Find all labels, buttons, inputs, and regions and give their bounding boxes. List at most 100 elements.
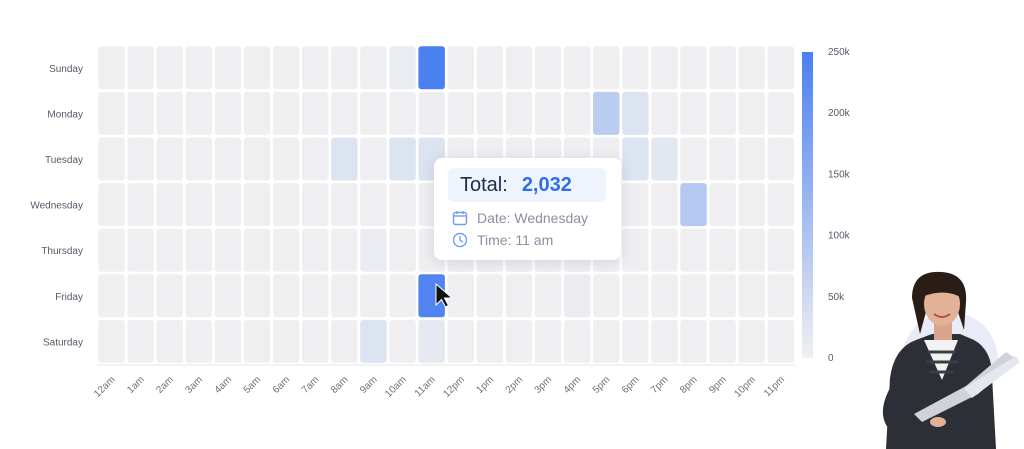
heatmap-cell[interactable] bbox=[302, 319, 329, 363]
heatmap-cell[interactable] bbox=[98, 274, 125, 318]
heatmap-cell[interactable] bbox=[331, 137, 358, 181]
heatmap-cell[interactable] bbox=[156, 228, 184, 272]
heatmap-cell[interactable] bbox=[98, 183, 125, 227]
heatmap-cell[interactable] bbox=[185, 274, 213, 318]
heatmap-cell[interactable] bbox=[389, 46, 416, 90]
heatmap-cell[interactable] bbox=[622, 91, 649, 135]
heatmap-cell[interactable] bbox=[563, 319, 591, 363]
heatmap-cell[interactable] bbox=[331, 319, 358, 363]
heatmap-cell[interactable] bbox=[709, 137, 736, 181]
heatmap-cell[interactable] bbox=[563, 274, 591, 318]
heatmap-cell[interactable] bbox=[709, 91, 736, 135]
heatmap-cell[interactable] bbox=[214, 228, 242, 272]
heatmap-cell[interactable] bbox=[272, 91, 300, 135]
heatmap-cell[interactable] bbox=[243, 46, 271, 90]
heatmap-cell[interactable] bbox=[680, 46, 707, 90]
heatmap-cell[interactable] bbox=[360, 319, 387, 363]
heatmap-cell[interactable] bbox=[738, 46, 766, 90]
heatmap-cell[interactable] bbox=[127, 46, 154, 90]
heatmap-cell[interactable] bbox=[389, 319, 416, 363]
heatmap-cell[interactable] bbox=[243, 183, 271, 227]
heatmap-cell[interactable] bbox=[185, 137, 213, 181]
heatmap-cell[interactable] bbox=[214, 91, 242, 135]
heatmap-cell[interactable] bbox=[272, 274, 300, 318]
heatmap-cell[interactable] bbox=[360, 91, 387, 135]
heatmap-cell[interactable] bbox=[272, 183, 300, 227]
heatmap-cell[interactable] bbox=[214, 183, 242, 227]
heatmap-cell[interactable] bbox=[243, 91, 271, 135]
heatmap-cell[interactable] bbox=[709, 228, 736, 272]
heatmap-cell[interactable] bbox=[360, 183, 387, 227]
heatmap-cell[interactable] bbox=[302, 137, 329, 181]
heatmap-cell[interactable] bbox=[302, 46, 329, 90]
heatmap-cell[interactable] bbox=[680, 274, 707, 318]
heatmap-cell[interactable] bbox=[185, 228, 213, 272]
heatmap-cell[interactable] bbox=[360, 137, 387, 181]
heatmap-cell[interactable] bbox=[622, 319, 649, 363]
heatmap-cell[interactable] bbox=[156, 319, 184, 363]
heatmap-cell[interactable] bbox=[709, 46, 736, 90]
heatmap-cell[interactable] bbox=[214, 137, 242, 181]
heatmap-cell[interactable] bbox=[505, 91, 533, 135]
heatmap-cell[interactable] bbox=[651, 46, 678, 90]
heatmap-cell[interactable] bbox=[214, 319, 242, 363]
heatmap-cell[interactable] bbox=[767, 91, 795, 135]
heatmap-cell[interactable] bbox=[272, 137, 300, 181]
heatmap-cell[interactable] bbox=[418, 319, 445, 363]
heatmap-cell[interactable] bbox=[447, 274, 475, 318]
heatmap-cell[interactable] bbox=[243, 319, 271, 363]
heatmap-cell[interactable] bbox=[505, 274, 533, 318]
heatmap-cell[interactable] bbox=[389, 183, 416, 227]
heatmap-cell[interactable] bbox=[447, 319, 475, 363]
heatmap-cell[interactable] bbox=[680, 228, 707, 272]
heatmap-cell[interactable] bbox=[680, 183, 707, 227]
heatmap-cell[interactable] bbox=[272, 228, 300, 272]
heatmap-cell[interactable] bbox=[156, 46, 184, 90]
heatmap-cell[interactable] bbox=[767, 46, 795, 90]
heatmap-cell[interactable] bbox=[389, 91, 416, 135]
heatmap-cell[interactable] bbox=[243, 228, 271, 272]
heatmap-cell[interactable] bbox=[360, 46, 387, 90]
heatmap-cell[interactable] bbox=[476, 46, 504, 90]
heatmap-cell[interactable] bbox=[476, 274, 504, 318]
heatmap-cell[interactable] bbox=[709, 183, 736, 227]
heatmap-cell[interactable] bbox=[534, 91, 562, 135]
heatmap-cell[interactable] bbox=[738, 274, 766, 318]
heatmap-cell[interactable] bbox=[127, 228, 154, 272]
heatmap-cell[interactable] bbox=[243, 274, 271, 318]
heatmap-cell[interactable] bbox=[418, 274, 445, 318]
heatmap-cell[interactable] bbox=[214, 46, 242, 90]
heatmap-cell[interactable] bbox=[738, 137, 766, 181]
heatmap-cell[interactable] bbox=[622, 228, 649, 272]
heatmap-cell[interactable] bbox=[563, 91, 591, 135]
heatmap-cell[interactable] bbox=[680, 91, 707, 135]
heatmap-cell[interactable] bbox=[389, 137, 416, 181]
heatmap-cell[interactable] bbox=[447, 91, 475, 135]
heatmap-cell[interactable] bbox=[534, 46, 562, 90]
heatmap-cell[interactable] bbox=[331, 183, 358, 227]
heatmap-cell[interactable] bbox=[651, 319, 678, 363]
heatmap-cell[interactable] bbox=[593, 46, 620, 90]
heatmap-cell[interactable] bbox=[331, 274, 358, 318]
heatmap-cell[interactable] bbox=[476, 319, 504, 363]
heatmap-cell[interactable] bbox=[680, 137, 707, 181]
heatmap-cell[interactable] bbox=[156, 137, 184, 181]
heatmap-cell[interactable] bbox=[302, 274, 329, 318]
heatmap-cell[interactable] bbox=[651, 274, 678, 318]
heatmap-cell[interactable] bbox=[738, 91, 766, 135]
heatmap-cell[interactable] bbox=[651, 228, 678, 272]
heatmap-cell[interactable] bbox=[593, 319, 620, 363]
heatmap-cell[interactable] bbox=[98, 319, 125, 363]
heatmap-cell[interactable] bbox=[98, 137, 125, 181]
heatmap-cell[interactable] bbox=[98, 91, 125, 135]
heatmap-cell[interactable] bbox=[767, 228, 795, 272]
heatmap-cell[interactable] bbox=[127, 183, 154, 227]
heatmap-cell[interactable] bbox=[214, 274, 242, 318]
heatmap-cell[interactable] bbox=[622, 183, 649, 227]
heatmap-cell[interactable] bbox=[651, 183, 678, 227]
heatmap-cell[interactable] bbox=[360, 228, 387, 272]
heatmap-cell[interactable] bbox=[272, 46, 300, 90]
heatmap-cell[interactable] bbox=[534, 274, 562, 318]
heatmap-cell[interactable] bbox=[156, 91, 184, 135]
heatmap-cell[interactable] bbox=[185, 319, 213, 363]
